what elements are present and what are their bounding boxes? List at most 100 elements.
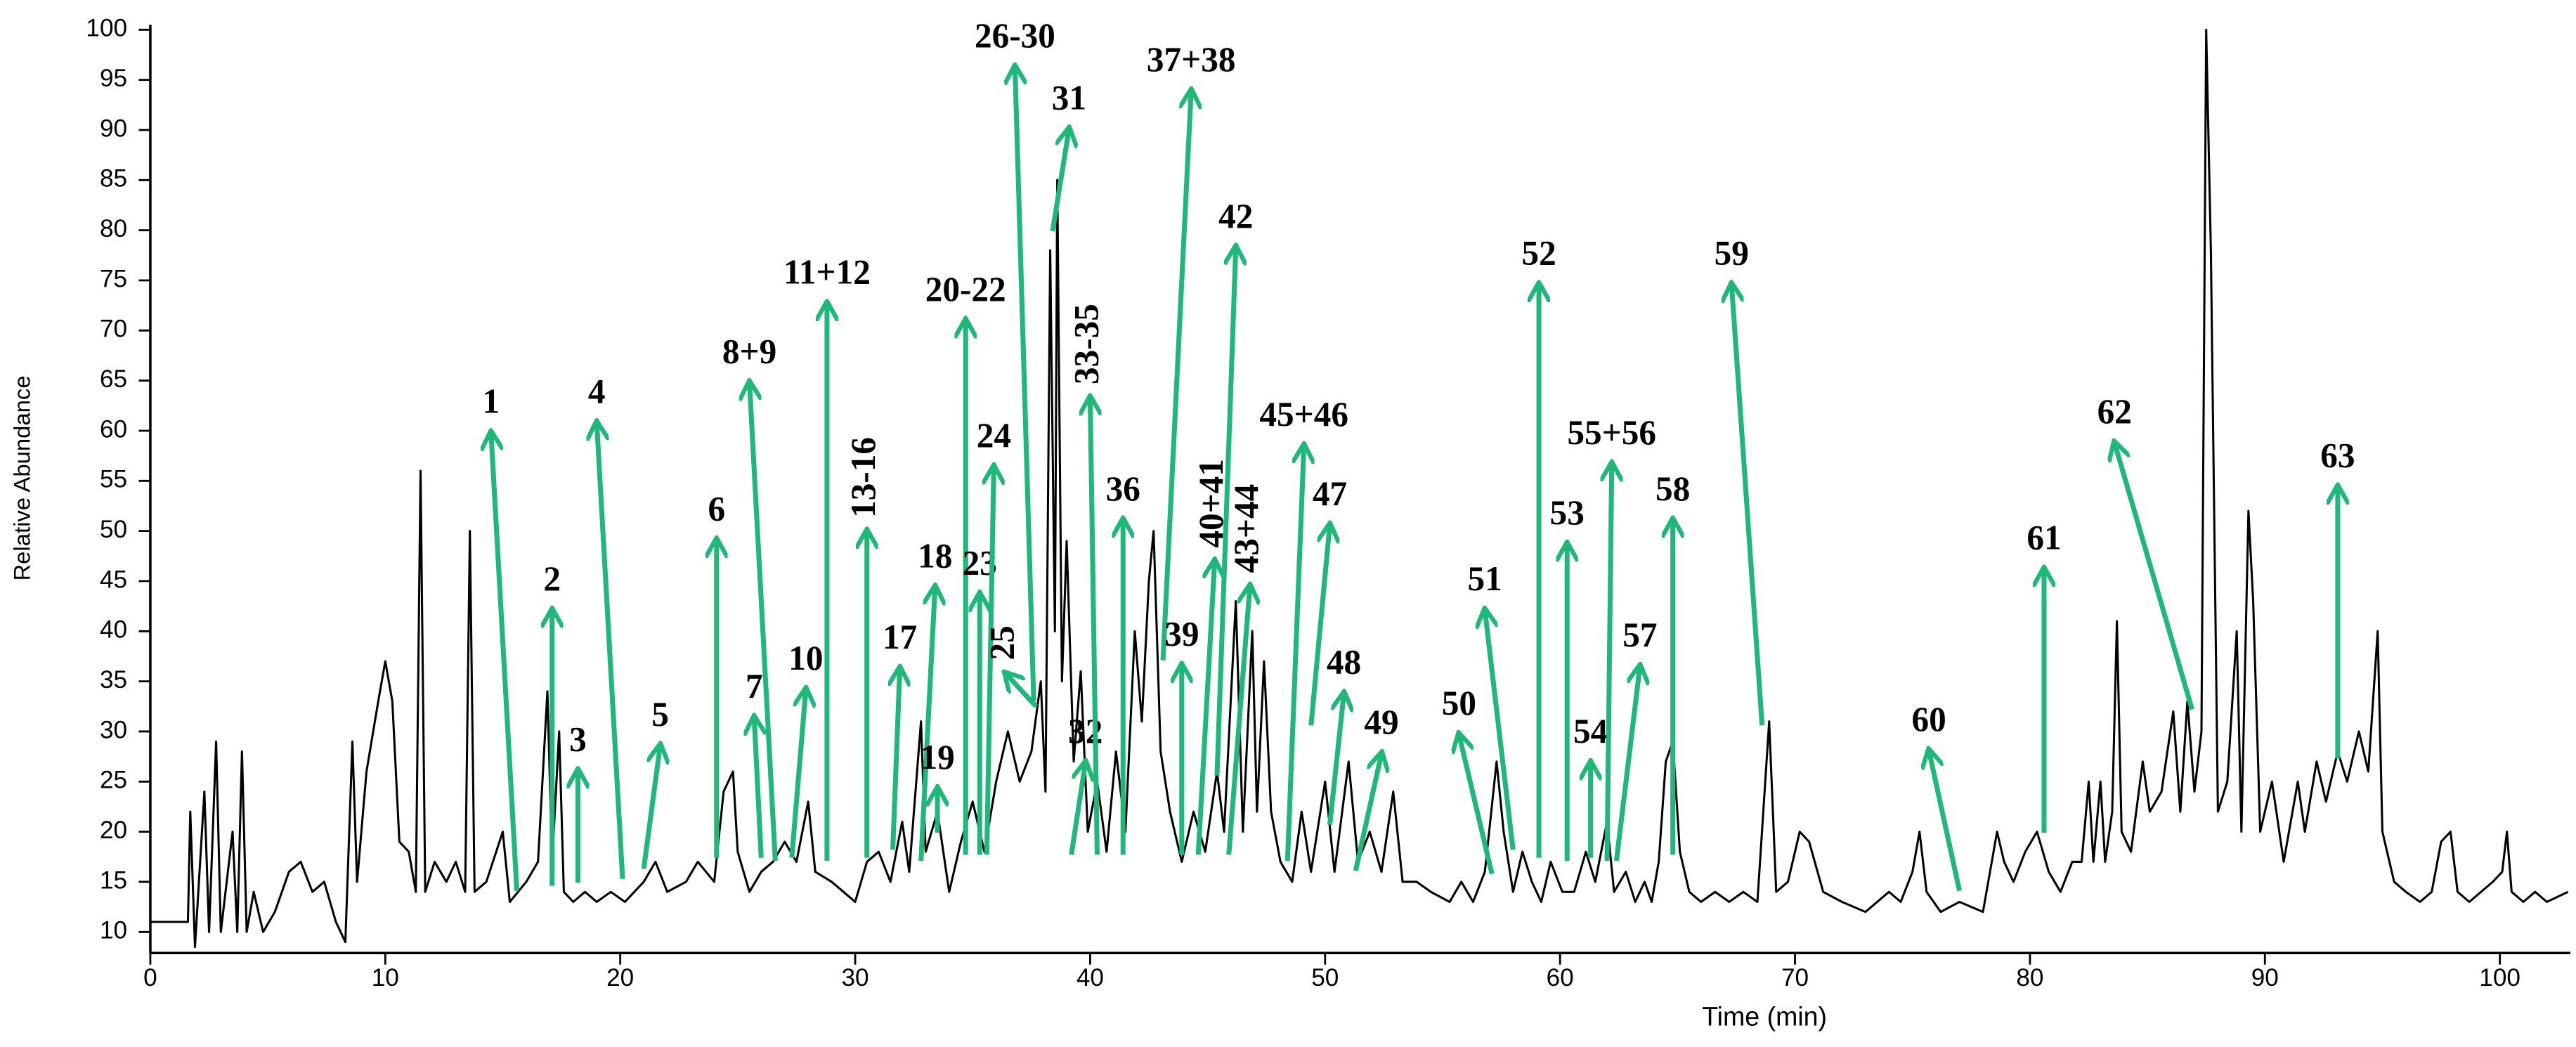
x-tick-label: 20 [606, 964, 634, 991]
annotation-label: 26-30 [975, 16, 1055, 55]
y-tick-label: 100 [86, 15, 127, 42]
annotation-label: 51 [1468, 559, 1502, 598]
annotation-arrow [2114, 443, 2195, 710]
annotation-label: 54 [1573, 712, 1608, 750]
annotation-label: 42 [1218, 197, 1253, 235]
x-tick-label: 100 [2479, 964, 2520, 991]
annotation-label: 6 [708, 489, 725, 528]
annotation-arrow [1929, 750, 1963, 892]
annotation-label: 10 [788, 639, 823, 677]
annotation-arrow [750, 383, 778, 861]
x-tick-label: 40 [1076, 964, 1104, 991]
annotation-arrow [1308, 525, 1330, 726]
annotation-label: 60 [1911, 700, 1946, 739]
annotation-label: 58 [1655, 469, 1690, 508]
y-tick-label: 70 [100, 316, 127, 343]
annotation-arrow [789, 689, 806, 859]
annotation-arrow [1353, 753, 1381, 872]
annotation-arrow [1485, 610, 1516, 850]
y-tick-label: 35 [100, 666, 127, 694]
annotation-label: 50 [1442, 684, 1476, 722]
y-tick-label: 55 [100, 466, 127, 493]
annotation-label: 17 [883, 618, 917, 656]
annotation-arrow [754, 717, 761, 858]
annotation-label: 19 [920, 738, 954, 776]
annotation-label: 59 [1715, 234, 1749, 273]
annotation-label: 47 [1313, 474, 1347, 513]
x-tick-label: 70 [1781, 964, 1809, 991]
annotation-label: 57 [1622, 616, 1657, 654]
annotation-arrow [1006, 673, 1039, 708]
annotation-label: 61 [2027, 519, 2061, 557]
annotation-label: 36 [1106, 469, 1140, 508]
trace [150, 28, 2569, 949]
y-tick-label: 45 [100, 566, 127, 593]
y-tick-label: 80 [100, 215, 127, 242]
y-tick-label: 30 [100, 716, 127, 743]
annotation-arrow [1613, 666, 1639, 861]
annotation-label: 62 [2097, 392, 2132, 431]
annotation-arrow [918, 587, 935, 861]
annotation-label: 8+9 [722, 332, 776, 370]
x-tick-label: 90 [2251, 964, 2279, 991]
y-tick-label: 95 [100, 65, 127, 92]
annotation-label: 25 [982, 625, 1021, 660]
x-tick-label: 50 [1311, 964, 1339, 991]
annotation-label: 39 [1164, 615, 1199, 653]
annotation-arrow [1160, 91, 1191, 661]
annotation-label: 63 [2320, 436, 2355, 475]
x-tick-label: 10 [372, 964, 399, 991]
annotation-label: 3 [569, 720, 587, 758]
annotation-arrow [1459, 734, 1495, 875]
annotation-label: 52 [1521, 234, 1556, 273]
annotation-label: 53 [1550, 493, 1585, 532]
annotation-arrow [893, 668, 900, 850]
annotation-label: 5 [651, 695, 669, 734]
y-tick-label: 75 [100, 265, 127, 292]
y-tick-label: 20 [100, 817, 127, 844]
annotation-arrow [1607, 464, 1612, 861]
annotation-arrow [491, 433, 520, 891]
annotation-arrow [597, 423, 625, 879]
annotation-arrow [1731, 285, 1765, 726]
annotation-arrow [1327, 694, 1344, 826]
x-tick-label: 30 [841, 964, 869, 991]
annotation-label: 33-35 [1067, 304, 1106, 384]
x-axis-label: Time (min) [1702, 1001, 1827, 1031]
y-tick-label: 85 [100, 165, 127, 193]
y-tick-label: 40 [100, 616, 127, 644]
y-tick-label: 25 [100, 767, 127, 794]
annotation-label: 20-22 [925, 270, 1006, 308]
y-tick-label: 50 [100, 516, 127, 543]
y-tick-label: 10 [100, 917, 127, 944]
y-tick-label: 15 [100, 866, 127, 894]
annotation-label: 45+46 [1259, 395, 1348, 434]
x-tick-label: 0 [143, 964, 157, 991]
x-tick-label: 60 [1547, 964, 1574, 991]
annotation-label: 2 [543, 559, 561, 598]
annotation-label: 4 [588, 372, 606, 410]
annotation-label: 11+12 [783, 253, 871, 292]
annotation-label: 1 [482, 382, 500, 421]
annotation-arrow [1050, 129, 1069, 232]
annotation-label: 24 [977, 416, 1011, 455]
annotation-arrow [1069, 762, 1086, 855]
y-axis-label: Relative Abundance [9, 375, 35, 580]
annotation-label: 31 [1052, 78, 1086, 117]
annotation-arrow [1195, 561, 1214, 855]
annotation-arrow [1226, 586, 1250, 855]
annotation-label: 55+56 [1567, 413, 1656, 452]
annotation-label: 7 [746, 667, 763, 705]
annotation-arrow [1090, 398, 1097, 855]
annotation-label: 37+38 [1147, 40, 1236, 79]
annotation-arrow [1284, 446, 1303, 861]
annotation-label: 48 [1327, 643, 1361, 682]
y-tick-label: 90 [100, 115, 127, 142]
annotation-label: 18 [918, 536, 952, 575]
y-tick-label: 65 [100, 365, 127, 393]
annotation-label: 43+44 [1227, 484, 1266, 573]
annotation-arrow [1015, 67, 1036, 702]
annotation-label: 49 [1364, 703, 1398, 741]
